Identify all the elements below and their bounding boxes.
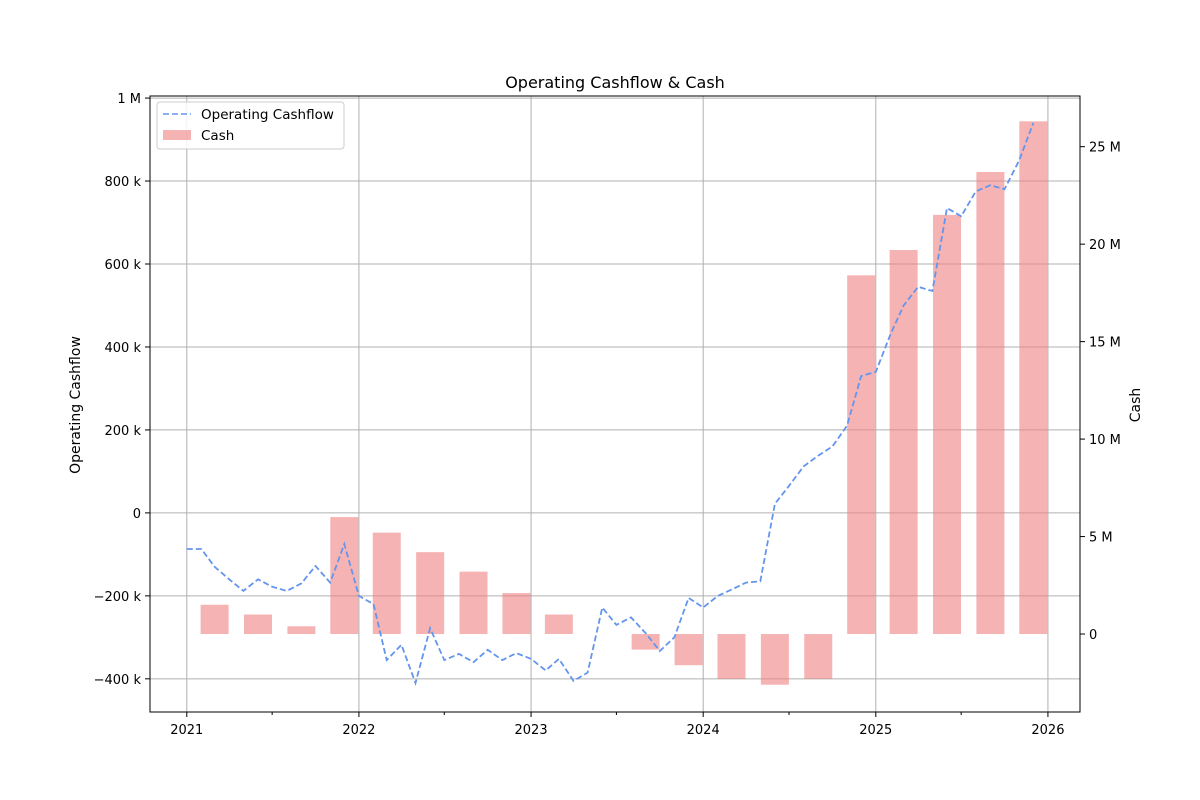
cash-bar <box>760 634 789 685</box>
cash-bar <box>804 634 833 679</box>
y-left-tick-label: 1 M <box>117 92 141 107</box>
cash-bars <box>200 121 1048 685</box>
cash-bar <box>933 214 962 635</box>
cash-bar <box>889 250 918 635</box>
x-tick-label: 2023 <box>515 723 548 738</box>
cash-bar <box>416 552 445 635</box>
legend-label-cash: Cash <box>201 128 234 144</box>
cash-bar <box>243 614 272 635</box>
cash-bar <box>372 532 401 635</box>
cash-bar <box>717 634 746 679</box>
y-left-tick-label: 200 k <box>105 424 142 439</box>
y-left-tick-label: 400 k <box>105 341 142 356</box>
y-left-tick-label: −400 k <box>94 673 142 688</box>
y-right-tick-label: 20 M <box>1089 238 1121 253</box>
y-left-tick-label: 800 k <box>105 175 142 190</box>
legend: Operating Cashflow Cash <box>156 101 345 150</box>
y-right-axis-title: Cash <box>1128 388 1144 423</box>
cash-bar <box>459 571 488 635</box>
grid <box>150 96 1080 712</box>
plot-frame <box>149 95 1081 713</box>
cash-bar <box>287 626 316 635</box>
y-right-tick-label: 15 M <box>1089 336 1121 351</box>
legend-bar-swatch <box>163 130 191 140</box>
x-tick-label: 2021 <box>170 723 203 738</box>
operating-cashflow-line-layer <box>186 122 1035 686</box>
cash-bar <box>502 593 531 635</box>
y-left-tick-label: −200 k <box>94 590 142 605</box>
x-tick-label: 2022 <box>342 723 375 738</box>
y-right-tick-label: 10 M <box>1089 433 1121 448</box>
cash-bar <box>200 604 229 635</box>
legend-box <box>156 101 345 150</box>
y-right-tick-label: 25 M <box>1089 141 1121 156</box>
chart-title: Operating Cashflow & Cash <box>505 73 725 92</box>
y-left-axis: −400 k −200 k 0 200 k 400 k 600 k 800 k 1 M <box>94 92 150 688</box>
x-tick-label: 2024 <box>687 723 720 738</box>
x-tick-label: 2026 <box>1031 723 1064 738</box>
cash-bar <box>544 614 573 635</box>
cash-bar <box>1019 121 1048 635</box>
y-left-tick-label: 600 k <box>105 258 142 273</box>
y-right-tick-label: 5 M <box>1089 531 1113 546</box>
y-left-axis-title: Operating Cashflow <box>68 336 84 474</box>
cash-bar <box>674 634 703 666</box>
cash-bar <box>330 517 359 635</box>
x-tick-label: 2025 <box>859 723 892 738</box>
operating-cashflow-line <box>186 122 1035 686</box>
y-right-axis: 0 5 M 10 M 15 M 20 M 25 M <box>1080 141 1121 643</box>
cash-bar <box>847 275 876 635</box>
y-right-tick-label: 0 <box>1089 628 1097 643</box>
cash-bar <box>976 172 1005 635</box>
x-axis: 2021 2022 2023 2024 2025 2026 <box>170 712 1064 738</box>
legend-label-operating-cashflow: Operating Cashflow <box>201 107 334 123</box>
cash-bar <box>631 634 660 650</box>
y-left-tick-label: 0 <box>133 507 141 522</box>
